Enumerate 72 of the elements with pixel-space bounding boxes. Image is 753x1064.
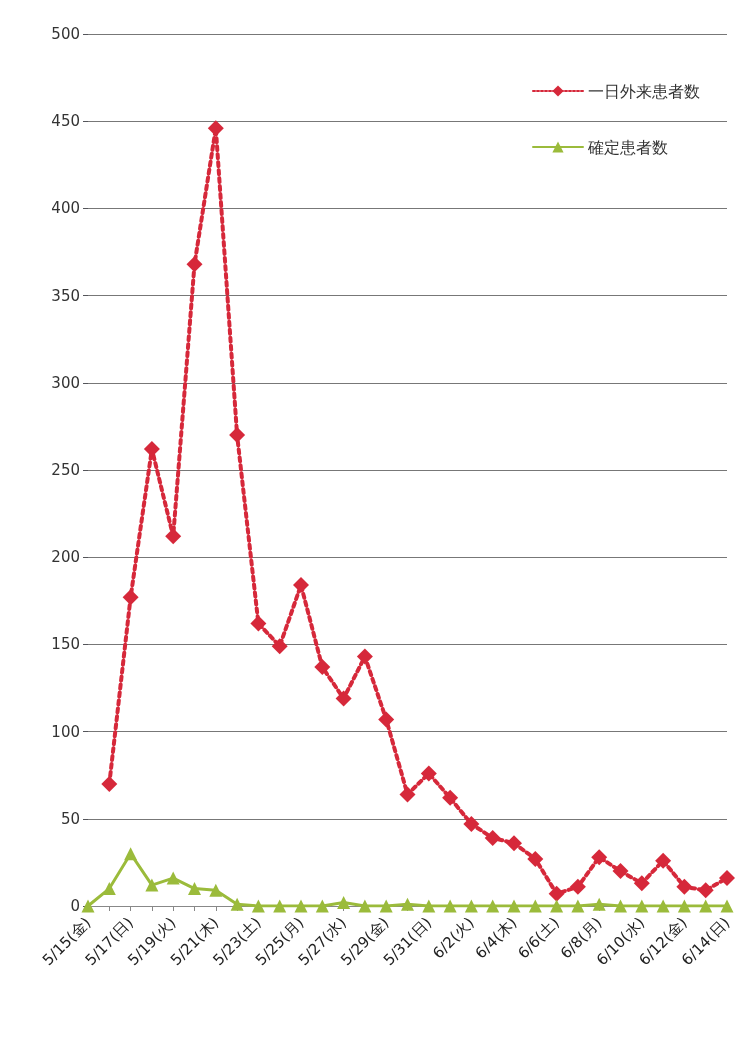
- point: [165, 528, 182, 545]
- point: [592, 897, 606, 911]
- point: [273, 899, 287, 913]
- point: [335, 690, 352, 707]
- point: [699, 899, 713, 913]
- point: [720, 899, 734, 913]
- point: [399, 786, 416, 803]
- point: [271, 638, 288, 655]
- point: [550, 899, 564, 913]
- y-tick-label: 400: [51, 199, 80, 218]
- point: [635, 899, 649, 913]
- y-tick-label: 350: [51, 286, 80, 305]
- point: [571, 899, 585, 913]
- point: [294, 899, 308, 913]
- point: [528, 899, 542, 913]
- point: [420, 765, 437, 782]
- y-tick-label: 100: [51, 722, 80, 741]
- y-tick-label: 300: [51, 373, 80, 392]
- point: [337, 896, 351, 910]
- point: [101, 775, 118, 792]
- legend-label: 確定患者数: [587, 137, 668, 157]
- point: [697, 882, 714, 899]
- point: [676, 878, 693, 895]
- point: [186, 256, 203, 273]
- point: [102, 882, 116, 896]
- point: [548, 885, 565, 902]
- point: [464, 899, 478, 913]
- point: [166, 871, 180, 885]
- point: [251, 899, 265, 913]
- point: [655, 852, 672, 869]
- point: [378, 711, 395, 728]
- point: [506, 835, 522, 852]
- point: [442, 789, 459, 806]
- y-tick-label: 500: [51, 25, 80, 43]
- point: [250, 615, 267, 632]
- point: [486, 899, 500, 913]
- point: [401, 897, 414, 911]
- point: [314, 659, 331, 676]
- point: [209, 883, 223, 897]
- y-tick-label: 200: [51, 548, 80, 567]
- point: [719, 870, 735, 887]
- point: [124, 847, 138, 861]
- point: [145, 878, 159, 892]
- point: [591, 849, 608, 866]
- point: [612, 863, 629, 880]
- point: [443, 899, 457, 913]
- point: [188, 882, 201, 896]
- point: [422, 899, 436, 913]
- point: [293, 577, 309, 594]
- y-tick-label: 0: [70, 897, 80, 915]
- point: [81, 899, 95, 913]
- point: [569, 878, 586, 895]
- legend-label: 一日外来患者数: [588, 81, 700, 101]
- point: [315, 899, 329, 913]
- point: [463, 816, 480, 833]
- point: [614, 899, 627, 913]
- y-tick-label: 250: [51, 461, 80, 479]
- point: [356, 648, 373, 665]
- point: [358, 899, 372, 913]
- point: [656, 899, 670, 913]
- y-tick-label: 450: [51, 112, 80, 131]
- y-tick-label: 50: [60, 809, 80, 828]
- y-tick-label: 150: [51, 635, 80, 654]
- point: [633, 875, 650, 892]
- point: [484, 829, 501, 846]
- point: [677, 899, 691, 913]
- point: [507, 899, 521, 913]
- point: [527, 850, 544, 867]
- point: [229, 427, 246, 444]
- point: [379, 899, 393, 913]
- point: [122, 589, 139, 606]
- point: [230, 897, 244, 911]
